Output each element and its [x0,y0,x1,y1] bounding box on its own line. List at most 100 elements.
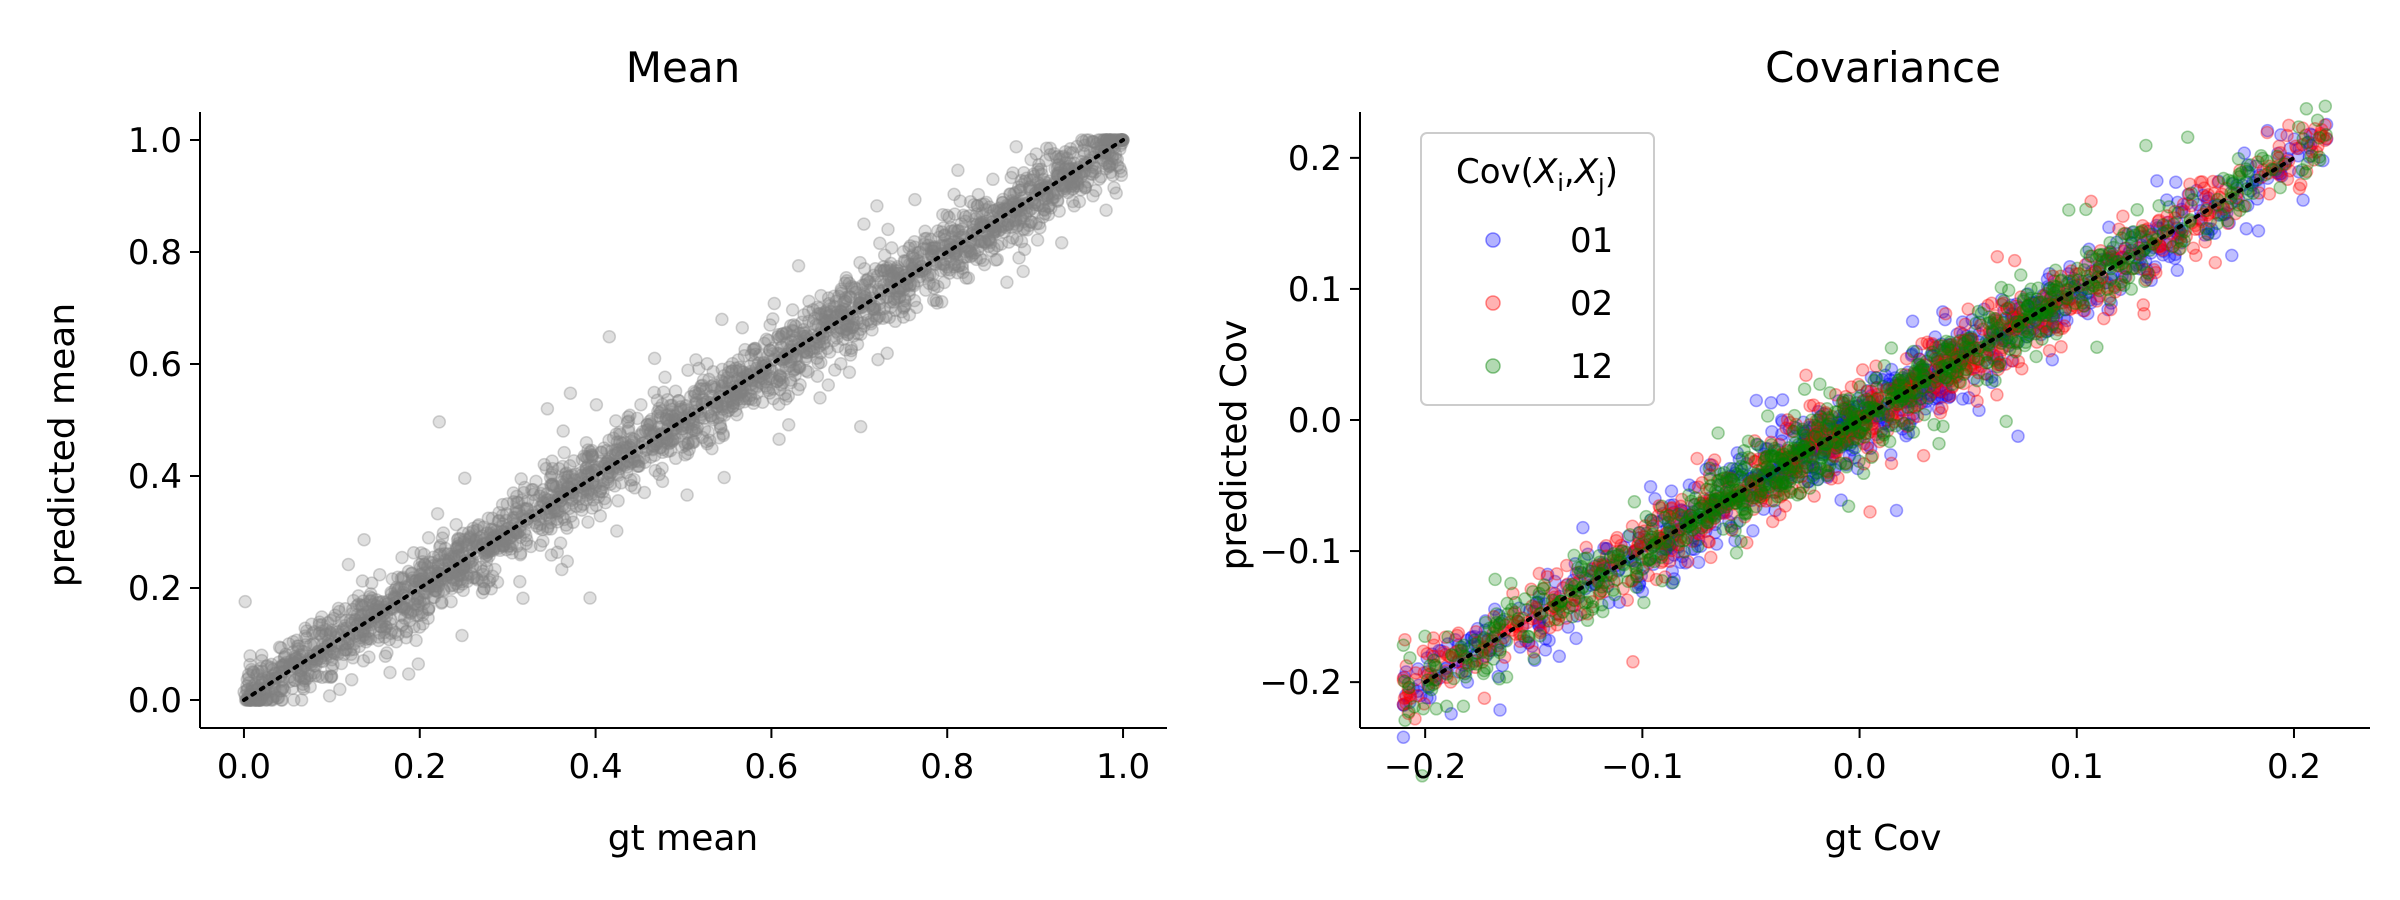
data-point [610,524,624,538]
data-point [1569,631,1583,646]
data-point [647,351,662,366]
data-point [304,638,318,652]
data-point [705,441,719,456]
data-point [436,526,451,540]
data-point [2007,253,2022,268]
data-point [1666,575,1680,590]
data-point [707,402,722,417]
data-point [784,375,798,390]
data-point [813,391,827,405]
data-point [857,319,871,333]
data-point [682,442,696,457]
data-point [405,571,420,585]
data-point [1855,363,1870,377]
data-point [352,639,367,654]
data-point [344,672,359,687]
data-point [1488,572,1502,587]
data-point [430,506,445,521]
data-point [458,471,472,485]
data-point [486,541,501,556]
data-point [884,241,899,255]
data-point [565,468,580,483]
data-point [828,363,842,377]
data-point [1107,181,1121,195]
data-point [1852,454,1866,468]
data-point [1070,179,1085,193]
data-point [817,313,832,327]
data-point [1031,198,1045,212]
data-point [726,399,740,414]
data-point [455,568,470,582]
data-point [715,312,729,327]
data-point [1935,400,1949,415]
data-point [259,692,274,707]
data-point [1403,651,1417,665]
data-point [623,473,638,487]
data-point [908,240,922,255]
data-point [509,502,524,516]
data-point [1416,701,1430,716]
data-point [600,472,615,487]
y-tick-label: 0.4 [128,457,182,497]
data-point [873,236,887,251]
data-point [788,319,803,334]
data-point [686,434,701,448]
data-point [2062,203,2076,217]
data-point [338,642,353,657]
data-point [971,187,986,202]
data-point [1074,169,1088,184]
mean-points [237,133,1130,707]
data-point [924,232,938,247]
data-point [1076,166,1091,181]
data-point [743,359,757,374]
data-point [926,244,940,258]
data-point [412,620,427,634]
data-point [545,454,559,468]
data-point [1015,208,1030,223]
data-point [690,420,704,435]
data-point [1099,133,1114,147]
data-point [830,331,844,345]
y-tick-label: 0.0 [128,681,182,721]
data-point [609,414,623,428]
data-point [1579,551,1594,565]
data-point [791,259,806,273]
data-point [834,282,849,296]
data-point [398,580,412,594]
data-point [2208,255,2223,270]
data-point [615,436,630,450]
data-point [836,332,850,347]
data-point [813,338,827,353]
data-point [990,204,1005,219]
data-point [396,572,410,586]
data-point [1643,479,1658,494]
data-point [1664,484,1679,498]
data-point [289,633,304,648]
data-point [1007,186,1021,201]
data-point [961,271,976,285]
data-point [1799,368,1813,383]
data-point [986,172,1000,187]
data-point [615,441,630,455]
data-point [2294,177,2308,192]
data-point [779,325,794,340]
data-point [1841,499,1856,513]
x-tick-label: 0.8 [920,747,974,787]
x-tick-label: 0.6 [744,747,798,787]
data-point [477,582,491,596]
data-point [252,693,267,707]
data-point [1863,505,1877,519]
data-point [714,408,729,422]
data-point [1493,703,1507,717]
data-point [385,623,399,637]
data-point [461,526,476,540]
data-point [1552,649,1567,664]
data-point [880,346,894,361]
data-point [934,295,949,309]
data-point [885,268,900,282]
data-point [934,256,948,271]
data-point [539,461,554,476]
data-point [988,224,1003,239]
data-point [811,356,825,371]
data-point [334,613,348,628]
